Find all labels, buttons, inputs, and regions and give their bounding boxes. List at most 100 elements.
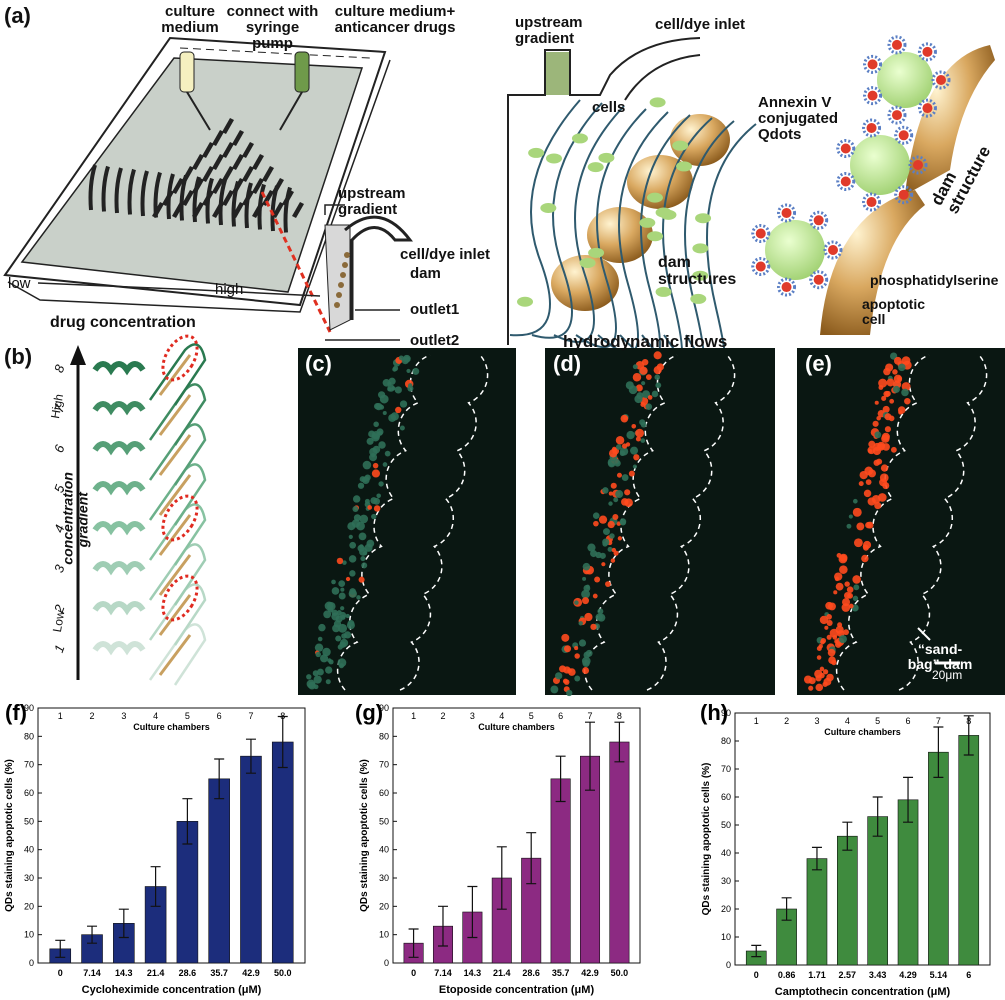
- channel: [222, 142, 234, 158]
- qdot-diagram: [751, 35, 951, 297]
- cell-dot: [803, 675, 813, 684]
- cell-dot: [592, 593, 598, 599]
- cell-dot: [824, 625, 829, 630]
- cell-dot: [647, 395, 653, 400]
- y-tick-label: 80: [24, 731, 34, 741]
- cell-dot: [366, 539, 375, 548]
- y-tick-label: 0: [29, 958, 34, 968]
- cell-dot: [602, 487, 609, 494]
- x-tick-label: 0.86: [778, 970, 796, 980]
- inset-channel: [344, 215, 414, 320]
- y-tick-label: 40: [24, 845, 34, 855]
- cell-dot: [881, 434, 890, 443]
- cell-dot: [323, 610, 332, 619]
- cell-dot: [382, 462, 388, 467]
- top-tick-label: 7: [588, 711, 593, 721]
- y-axis-label: QDs staining apoptotic cells (%): [701, 763, 712, 916]
- cell-dot: [574, 646, 579, 651]
- qdot-halo: [809, 210, 829, 230]
- label: “sand-bag” dam: [907, 641, 973, 672]
- panel-label: (g): [355, 700, 383, 725]
- qdot-halo: [809, 270, 829, 290]
- cell-dot: [863, 544, 869, 551]
- top-tick-label: 8: [966, 716, 971, 726]
- cell-dot: [848, 603, 854, 609]
- qdot-halo: [836, 139, 856, 159]
- cell-dot: [587, 543, 596, 552]
- cell-dot: [346, 621, 355, 630]
- top-tick-label: 8: [617, 711, 622, 721]
- qdot-halo: [908, 155, 928, 175]
- qdot: [898, 130, 909, 141]
- channel-tree: [88, 118, 304, 233]
- y-tick-label: 20: [24, 901, 34, 911]
- qdot: [828, 245, 838, 255]
- cell: [655, 286, 672, 297]
- error-bar: [467, 885, 478, 939]
- cell-dot: [574, 675, 581, 682]
- chamber: [148, 623, 207, 686]
- bar: [897, 799, 919, 966]
- qdot: [755, 261, 766, 272]
- cell-dot: [831, 659, 837, 666]
- chip-dash: [179, 47, 371, 59]
- zoom-line: [260, 191, 332, 333]
- cell-dot: [904, 397, 911, 405]
- error-bar: [555, 755, 566, 803]
- channel: [262, 190, 274, 206]
- dam-line: [158, 474, 192, 516]
- cell-dot: [590, 550, 598, 558]
- arrow-head: [70, 345, 86, 365]
- cell-dot: [621, 474, 629, 481]
- error-bar: [842, 821, 853, 851]
- qdot: [891, 39, 902, 50]
- qdot-halo: [863, 54, 883, 74]
- cell-dot: [852, 575, 861, 584]
- cell-dot: [362, 460, 372, 470]
- cell-dot: [861, 554, 869, 563]
- bar: [208, 778, 230, 964]
- cell-dot: [372, 462, 379, 469]
- error-bar: [614, 721, 625, 763]
- x-tick-label: 6: [966, 970, 971, 980]
- label: dam structures: [658, 254, 737, 288]
- label: culture medium+ anticancer drugs: [334, 3, 456, 36]
- x-tick-label: 42.9: [242, 968, 260, 978]
- cell-dot: [615, 435, 625, 445]
- cell-dot: [834, 639, 839, 644]
- cell-dot: [332, 624, 340, 633]
- inset-arrows: [324, 204, 400, 341]
- x-tick-label: 1.71: [808, 970, 826, 980]
- label: cells: [592, 99, 626, 116]
- channel: [242, 142, 254, 158]
- bar: [958, 735, 980, 966]
- x-tick-label: 35.7: [210, 968, 228, 978]
- top-tick-label: 7: [936, 716, 941, 726]
- cell-dot: [893, 356, 902, 365]
- top-axis-label: Culture chambers: [478, 722, 555, 732]
- label: low: [8, 275, 31, 292]
- cell-dot: [313, 675, 322, 684]
- cell: [545, 153, 562, 164]
- cell-dot: [631, 423, 637, 429]
- cell-dot: [348, 555, 357, 563]
- cell-dot: [607, 459, 616, 468]
- cell-dot: [563, 679, 570, 685]
- error-bar: [933, 726, 944, 778]
- cell-dot: [318, 623, 326, 632]
- cell-dot: [847, 592, 853, 599]
- cell-dot: [835, 582, 844, 591]
- flow-line: [575, 108, 647, 348]
- y-tick-label: 70: [721, 764, 731, 774]
- cell-dot: [889, 398, 895, 404]
- cell-dot: [371, 469, 381, 478]
- cell-dot: [395, 406, 402, 414]
- cell-dot: [387, 384, 395, 392]
- cell-dot: [898, 410, 903, 415]
- cell-dot: [635, 361, 645, 370]
- y-tick-label: 60: [721, 792, 731, 802]
- error-bar: [150, 866, 161, 907]
- cell: [647, 231, 664, 242]
- channel: [244, 182, 253, 229]
- chamber-inlet: [92, 601, 146, 616]
